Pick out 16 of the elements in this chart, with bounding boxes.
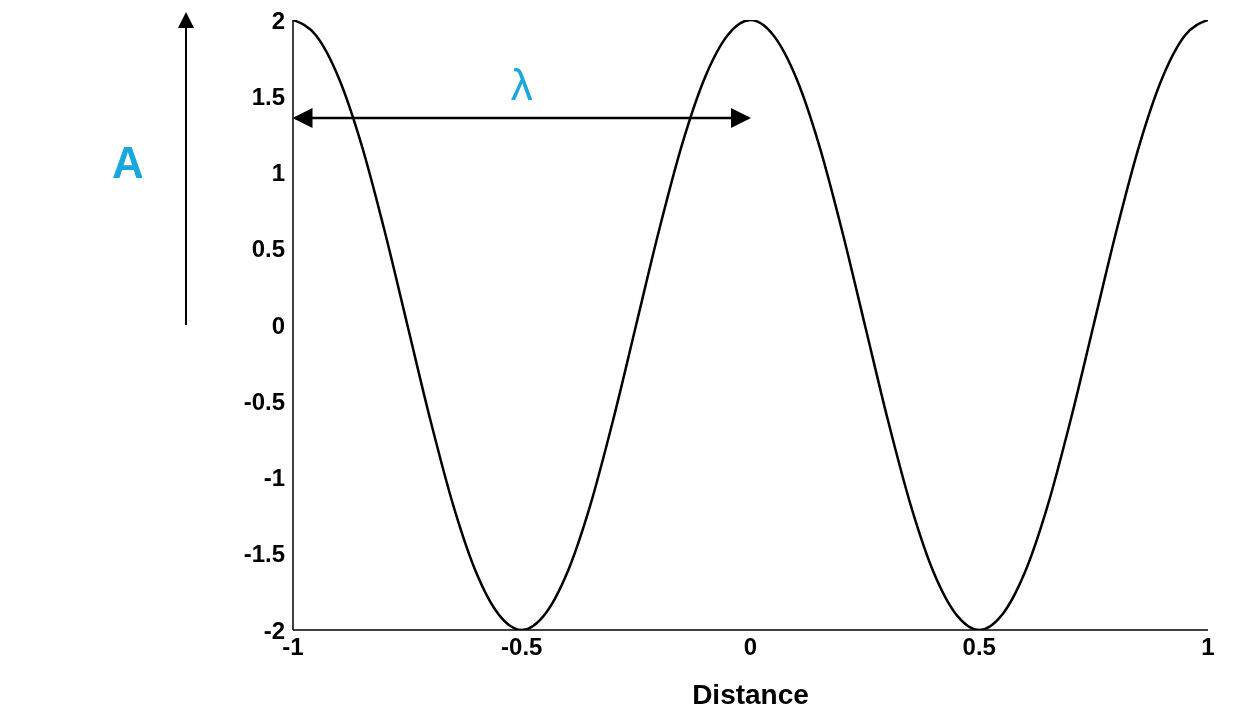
y-tick-label: -1.5	[243, 540, 285, 568]
y-tick-label: -0.5	[243, 387, 285, 415]
x-tick-label: 0.5	[962, 633, 996, 661]
y-tick-label: -1	[263, 464, 285, 492]
y-tick-label: 1	[271, 159, 285, 187]
y-tick-label: 0.5	[251, 235, 285, 263]
x-tick-label: 0	[743, 633, 758, 661]
annotation: λ	[510, 60, 533, 109]
x-tick-label: 1	[1201, 633, 1215, 661]
y-tick-label: 2	[271, 6, 285, 34]
y-axis-title: A	[112, 138, 144, 187]
x-axis-title: Distance	[692, 679, 809, 710]
y-tick-label: 1.5	[251, 82, 285, 110]
y-tick-label: 0	[271, 311, 285, 339]
y-tick-label: -2	[263, 616, 285, 644]
x-tick-label: -0.5	[501, 633, 543, 661]
